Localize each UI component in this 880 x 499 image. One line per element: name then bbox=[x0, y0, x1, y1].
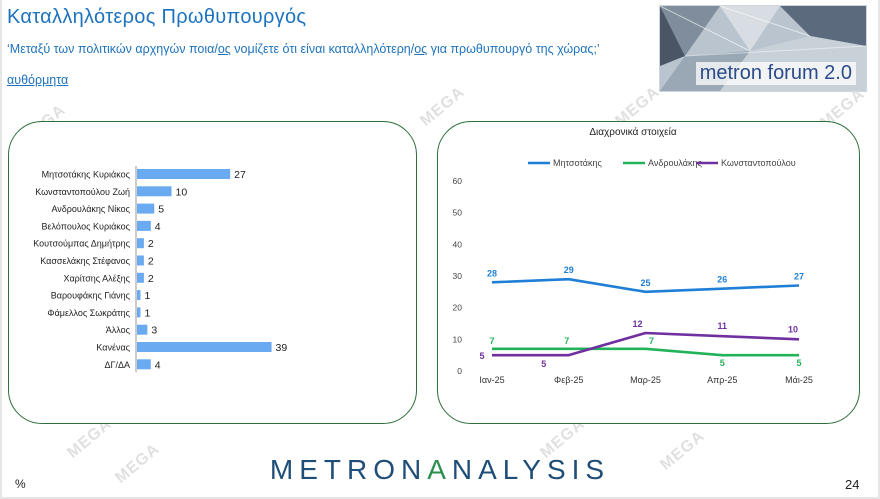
bar bbox=[137, 169, 231, 179]
bar bbox=[137, 238, 144, 249]
data-label: 12 bbox=[632, 319, 642, 329]
metron-analysis-brand: METRONANALYSIS bbox=[2, 454, 878, 486]
data-label: 27 bbox=[794, 272, 804, 282]
series-line bbox=[491, 277, 800, 294]
bar-category-label: Άλλος bbox=[106, 325, 131, 335]
y-tick-label: 0 bbox=[457, 366, 462, 376]
bar-value-label: 4 bbox=[155, 359, 161, 371]
bar-category-label: Χαρίτσης Αλέξης bbox=[63, 273, 130, 283]
bar-value-label: 2 bbox=[148, 256, 154, 268]
bar-chart-panel: Μητσοτάκης Κυριάκος 27 Κωνσταντοπούλου Ζωή… bbox=[8, 121, 417, 424]
bar-value-label: 2 bbox=[148, 238, 154, 250]
y-tick-label: 50 bbox=[453, 208, 463, 218]
question-part: ‘Μεταξύ των πολιτικών αρχηγών ποια/ bbox=[7, 42, 218, 56]
bar-category-label: Κουτσούμπας Δημήτρης bbox=[33, 239, 130, 249]
data-label: 5 bbox=[541, 359, 546, 369]
bar-value-label: 2 bbox=[148, 273, 154, 285]
survey-question: ‘Μεταξύ των πολιτικών αρχηγών ποια/ος νο… bbox=[7, 42, 647, 57]
bar-category-label: Βελόπουλος Κυριάκος bbox=[42, 221, 131, 231]
x-tick-label: Φεβ-25 bbox=[554, 375, 583, 385]
question-part: για πρωθυπουργό της χώρας;’ bbox=[427, 42, 600, 56]
brand-part: METRON bbox=[269, 454, 428, 485]
bar-value-label: 27 bbox=[234, 169, 246, 181]
line-chart-panel: Διαχρονικά στοιχεία Μητσοτάκης Ανδρουλάκης… bbox=[437, 121, 860, 424]
data-label: 5 bbox=[796, 358, 801, 368]
question-part: νομίζετε ότι είναι καταλληλότερη/ bbox=[230, 42, 415, 56]
bar-value-label: 1 bbox=[144, 290, 150, 302]
bar-value-label: 39 bbox=[276, 342, 288, 354]
series-line bbox=[492, 331, 800, 357]
bar-category-label: Κωνσταντοπούλου Ζωή bbox=[35, 187, 130, 197]
question-suffix: ος bbox=[414, 42, 428, 56]
data-label: 29 bbox=[564, 265, 574, 275]
bar bbox=[137, 359, 151, 370]
spontaneous-label: αυθόρμητα bbox=[7, 73, 69, 87]
page-title: Καταλληλότερος Πρωθυπουργός bbox=[7, 6, 307, 28]
legend-label: Ανδρουλάκης bbox=[648, 158, 702, 168]
bar bbox=[137, 255, 144, 266]
data-label: 7 bbox=[649, 336, 654, 346]
x-tick-label: Μάι-25 bbox=[785, 375, 813, 385]
bar-category-label: Κανένας bbox=[96, 343, 130, 353]
bar bbox=[137, 220, 151, 231]
bar-category-label: Ανδρουλάκης Νίκος bbox=[51, 204, 130, 214]
data-label: 26 bbox=[717, 275, 727, 285]
data-label: 5 bbox=[479, 351, 484, 361]
x-tick-label: Μαρ-25 bbox=[630, 375, 661, 385]
logo-text: metron forum 2.0 bbox=[695, 62, 856, 85]
series-line bbox=[492, 347, 799, 357]
bar bbox=[137, 186, 172, 197]
bar-category-label: ΔΓ/ΔΑ bbox=[105, 360, 130, 370]
y-tick-label: 60 bbox=[453, 176, 463, 186]
y-tick-label: 20 bbox=[453, 303, 463, 313]
brand-part: A bbox=[427, 454, 452, 485]
bar bbox=[137, 324, 148, 335]
page-number: 24 bbox=[845, 477, 860, 492]
x-tick-label: Απρ-25 bbox=[707, 375, 737, 385]
data-label: 25 bbox=[640, 278, 650, 288]
data-label: 7 bbox=[489, 336, 494, 346]
bar-chart: Μητσοτάκης Κυριάκος 27 Κωνσταντοπούλου Ζωή… bbox=[33, 166, 288, 373]
bar-category-label: Κασσελάκης Στέφανος bbox=[40, 256, 130, 266]
legend-label: Κωνσταντοπούλου bbox=[721, 158, 796, 168]
line-chart: Διαχρονικά στοιχεία Μητσοτάκης Ανδρουλάκης… bbox=[453, 126, 813, 385]
legend-label: Μητσοτάκης bbox=[553, 158, 602, 168]
bar-value-label: 4 bbox=[155, 221, 161, 233]
y-tick-label: 30 bbox=[453, 271, 463, 281]
bar bbox=[137, 342, 272, 352]
data-label: 11 bbox=[717, 321, 727, 331]
x-tick-label: Ιαν-25 bbox=[479, 375, 504, 385]
bar-category-label: Φάμελλος Σωκράτης bbox=[47, 308, 130, 318]
bar-category-label: Μητσοτάκης Κυριάκος bbox=[42, 170, 131, 180]
bar-value-label: 3 bbox=[151, 325, 157, 337]
bar-value-label: 10 bbox=[176, 186, 188, 198]
bar bbox=[137, 203, 155, 214]
y-tick-label: 40 bbox=[453, 239, 463, 249]
question-suffix: ος bbox=[217, 42, 231, 56]
bar-value-label: 1 bbox=[144, 307, 150, 319]
data-label: 5 bbox=[720, 358, 725, 368]
bar-value-label: 5 bbox=[158, 204, 164, 216]
y-tick-label: 10 bbox=[453, 334, 463, 344]
metron-forum-logo: metron forum 2.0 bbox=[659, 5, 867, 92]
percent-sign: % bbox=[15, 477, 26, 491]
data-label: 28 bbox=[487, 268, 497, 278]
bar bbox=[137, 290, 141, 301]
bar-category-label: Βαρουφάκης Γιάνης bbox=[51, 291, 131, 301]
data-label: 10 bbox=[788, 324, 798, 334]
bar bbox=[137, 307, 141, 318]
line-chart-title: Διαχρονικά στοιχεία bbox=[589, 126, 677, 138]
brand-part: NALYSIS bbox=[451, 454, 611, 485]
bar bbox=[137, 272, 144, 283]
data-label: 7 bbox=[564, 336, 569, 346]
